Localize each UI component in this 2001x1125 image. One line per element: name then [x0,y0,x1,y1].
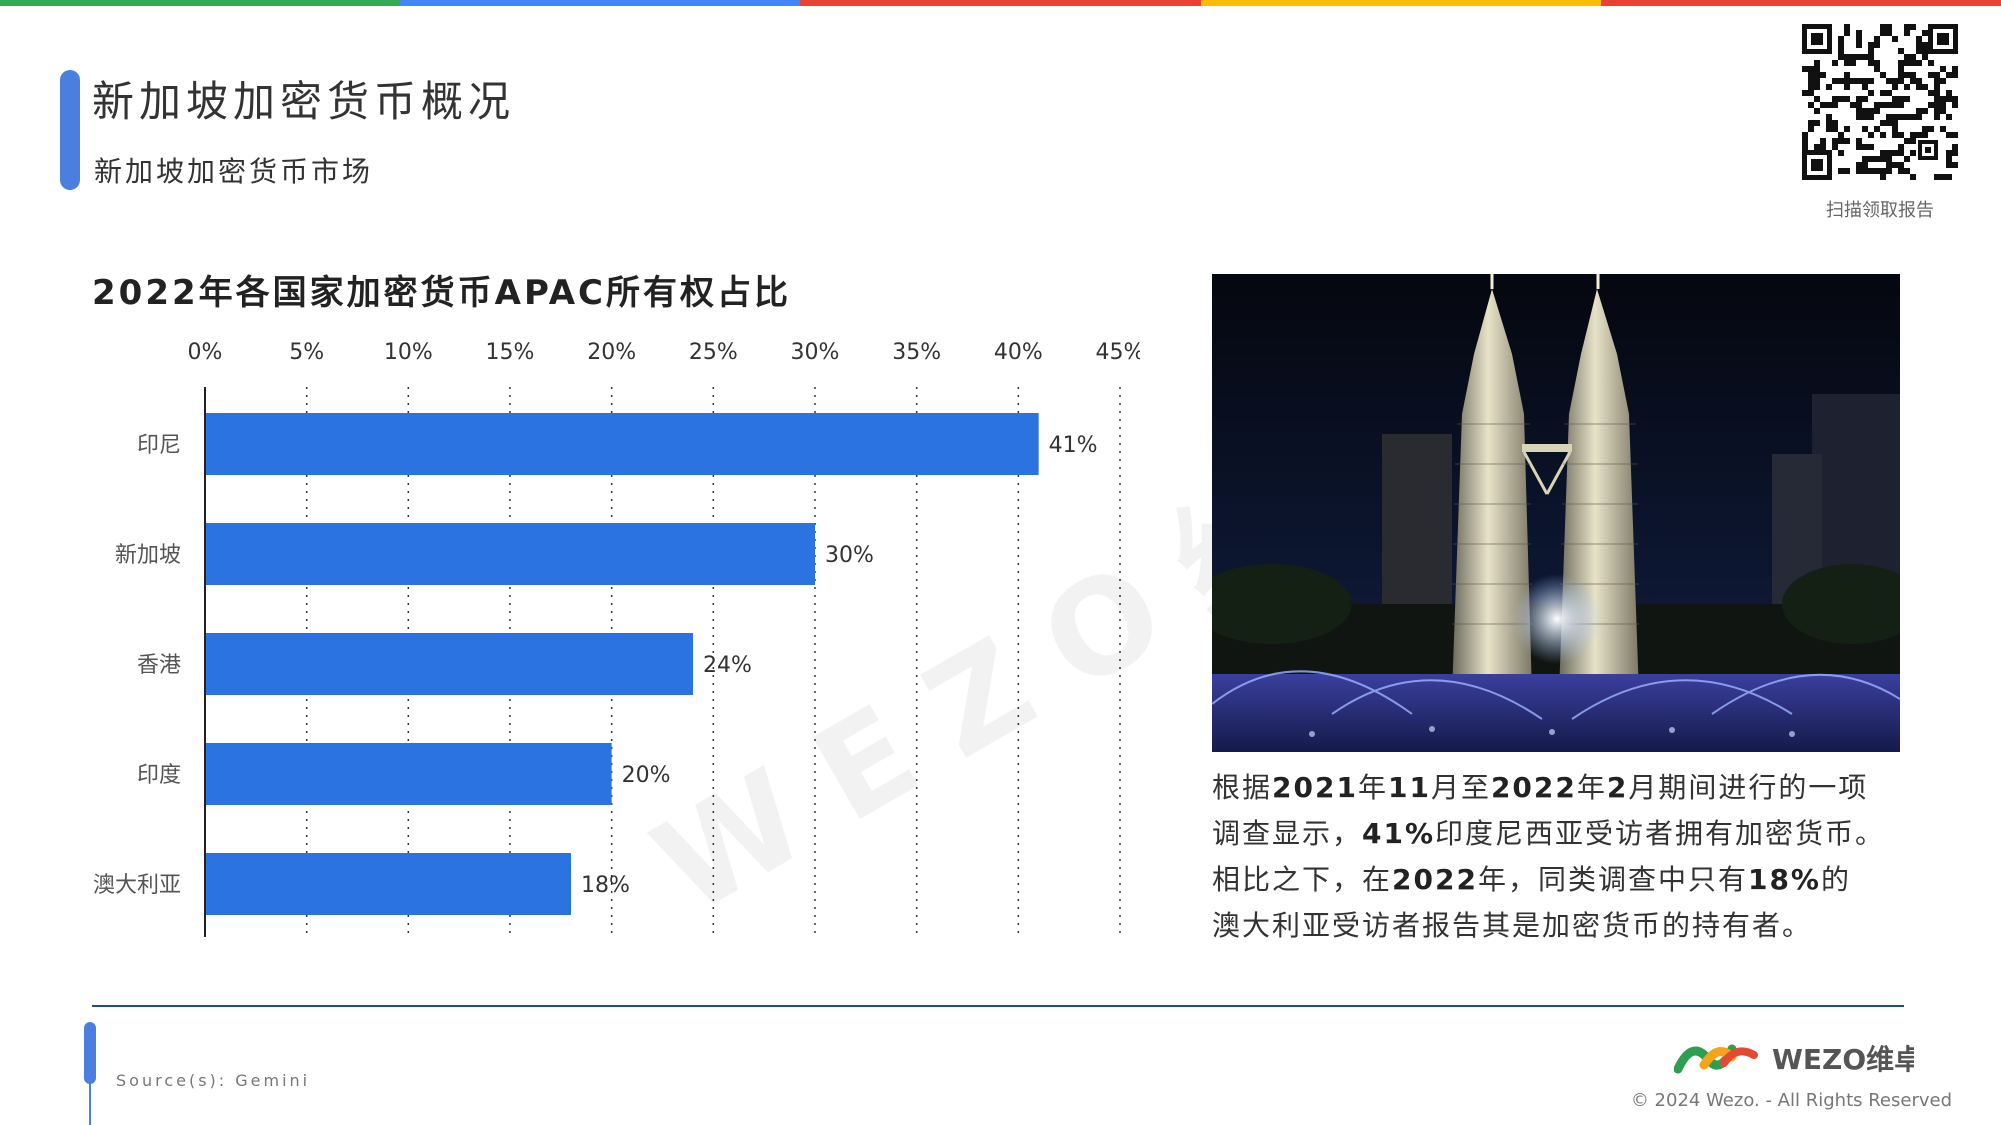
bar [206,743,612,805]
x-tick-label: 30% [791,340,840,365]
bar [206,633,693,695]
highlight-number: 11 [1387,771,1431,804]
chart-title: 2022年各国家加密货币APAC所有权占比 [92,273,792,313]
description-segment: 年 [1357,771,1388,804]
description-segment: 根据 [1212,771,1273,804]
description-line: 调查显示，41%印度尼西亚受访者拥有加密货币。 [1212,811,1952,857]
value-label: 18% [581,873,630,898]
description-segment: 月至 [1430,771,1491,804]
bar [206,523,815,585]
description-segment: 月期间进行的一项 [1628,771,1869,804]
category-label: 澳大利亚 [93,873,181,898]
top-bar-segment [0,0,401,6]
value-label: 41% [1049,433,1098,458]
x-tick-label: 25% [689,340,738,365]
value-label: 30% [825,543,874,568]
qr-caption: 扫描领取报告 [1826,200,1934,221]
description-segment: 印度尼西亚受访者拥有加密货币。 [1435,817,1886,850]
category-label: 印度 [137,763,181,788]
bar [206,413,1039,475]
logo-text: WEZO维卓 [1772,1043,1914,1076]
description-segment: 的 [1821,863,1852,896]
x-tick-label: 20% [587,340,636,365]
bar [206,853,571,915]
description-segment: 年，同类调查中只有 [1477,863,1748,896]
petronas-towers-photo [1212,274,1900,752]
category-label: 新加坡 [115,543,181,568]
x-tick-label: 15% [486,340,535,365]
x-tick-label: 10% [384,340,433,365]
footer-accent-bar [84,1022,96,1084]
wezo-logo[interactable]: WEZO维卓 [1674,1035,1914,1079]
highlight-number: 2 [1606,771,1629,804]
footer-accent-line [89,1080,91,1125]
description-segment: 澳大利亚受访者报告其是加密货币的持有者。 [1212,909,1813,942]
page-title: 新加坡加密货币概况 [92,77,516,126]
top-bar-segment [1600,0,2001,6]
highlight-number: 2021 [1272,771,1358,804]
description-line: 根据2021年11月至2022年2月期间进行的一项 [1212,765,1952,811]
category-label: 印尼 [137,433,181,458]
description-text: 根据2021年11月至2022年2月期间进行的一项 调查显示，41%印度尼西亚受访… [1212,765,1952,949]
x-tick-label: 45% [1096,340,1140,365]
description-segment: 相比之下，在 [1212,863,1393,896]
x-tick-label: 40% [994,340,1043,365]
description-line: 澳大利亚受访者报告其是加密货币的持有者。 [1212,903,1952,949]
source-note: Source(s): Gemini [116,1071,311,1090]
top-color-bar [0,0,2001,6]
x-tick-label: 35% [892,340,941,365]
x-tick-label: 0% [188,340,223,365]
page-subtitle: 新加坡加密货币市场 [94,155,374,188]
qr-code-icon[interactable] [1800,22,1960,182]
bar-chart: 0% 5% 10% 15% 20% 25% 30% 35% 40% 45% 印尼 41% 新加坡 30% 香… [93,340,1140,937]
top-bar-segment [800,0,1201,6]
description-segment: 年 [1576,771,1607,804]
highlight-number: 2022 [1490,771,1577,804]
highlight-number: 41% [1362,817,1436,850]
value-label: 20% [622,763,671,788]
x-tick-label: 5% [289,340,324,365]
highlight-number: 2022 [1392,863,1478,896]
top-bar-segment [1200,0,1601,6]
highlight-number: 18% [1747,863,1821,896]
category-label: 香港 [137,653,181,678]
description-line: 相比之下，在2022年，同类调查中只有18%的 [1212,857,1952,903]
footer-divider [92,1005,1904,1007]
copyright-text: © 2024 Wezo. - All Rights Reserved [1630,1090,1952,1111]
value-label: 24% [703,653,752,678]
top-bar-segment [400,0,801,6]
title-accent-bar [60,70,80,190]
description-segment: 调查显示， [1212,817,1363,850]
